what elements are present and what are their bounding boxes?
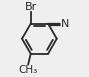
Text: N: N xyxy=(61,19,69,29)
Text: Br: Br xyxy=(25,2,37,12)
Text: CH₃: CH₃ xyxy=(19,65,38,75)
